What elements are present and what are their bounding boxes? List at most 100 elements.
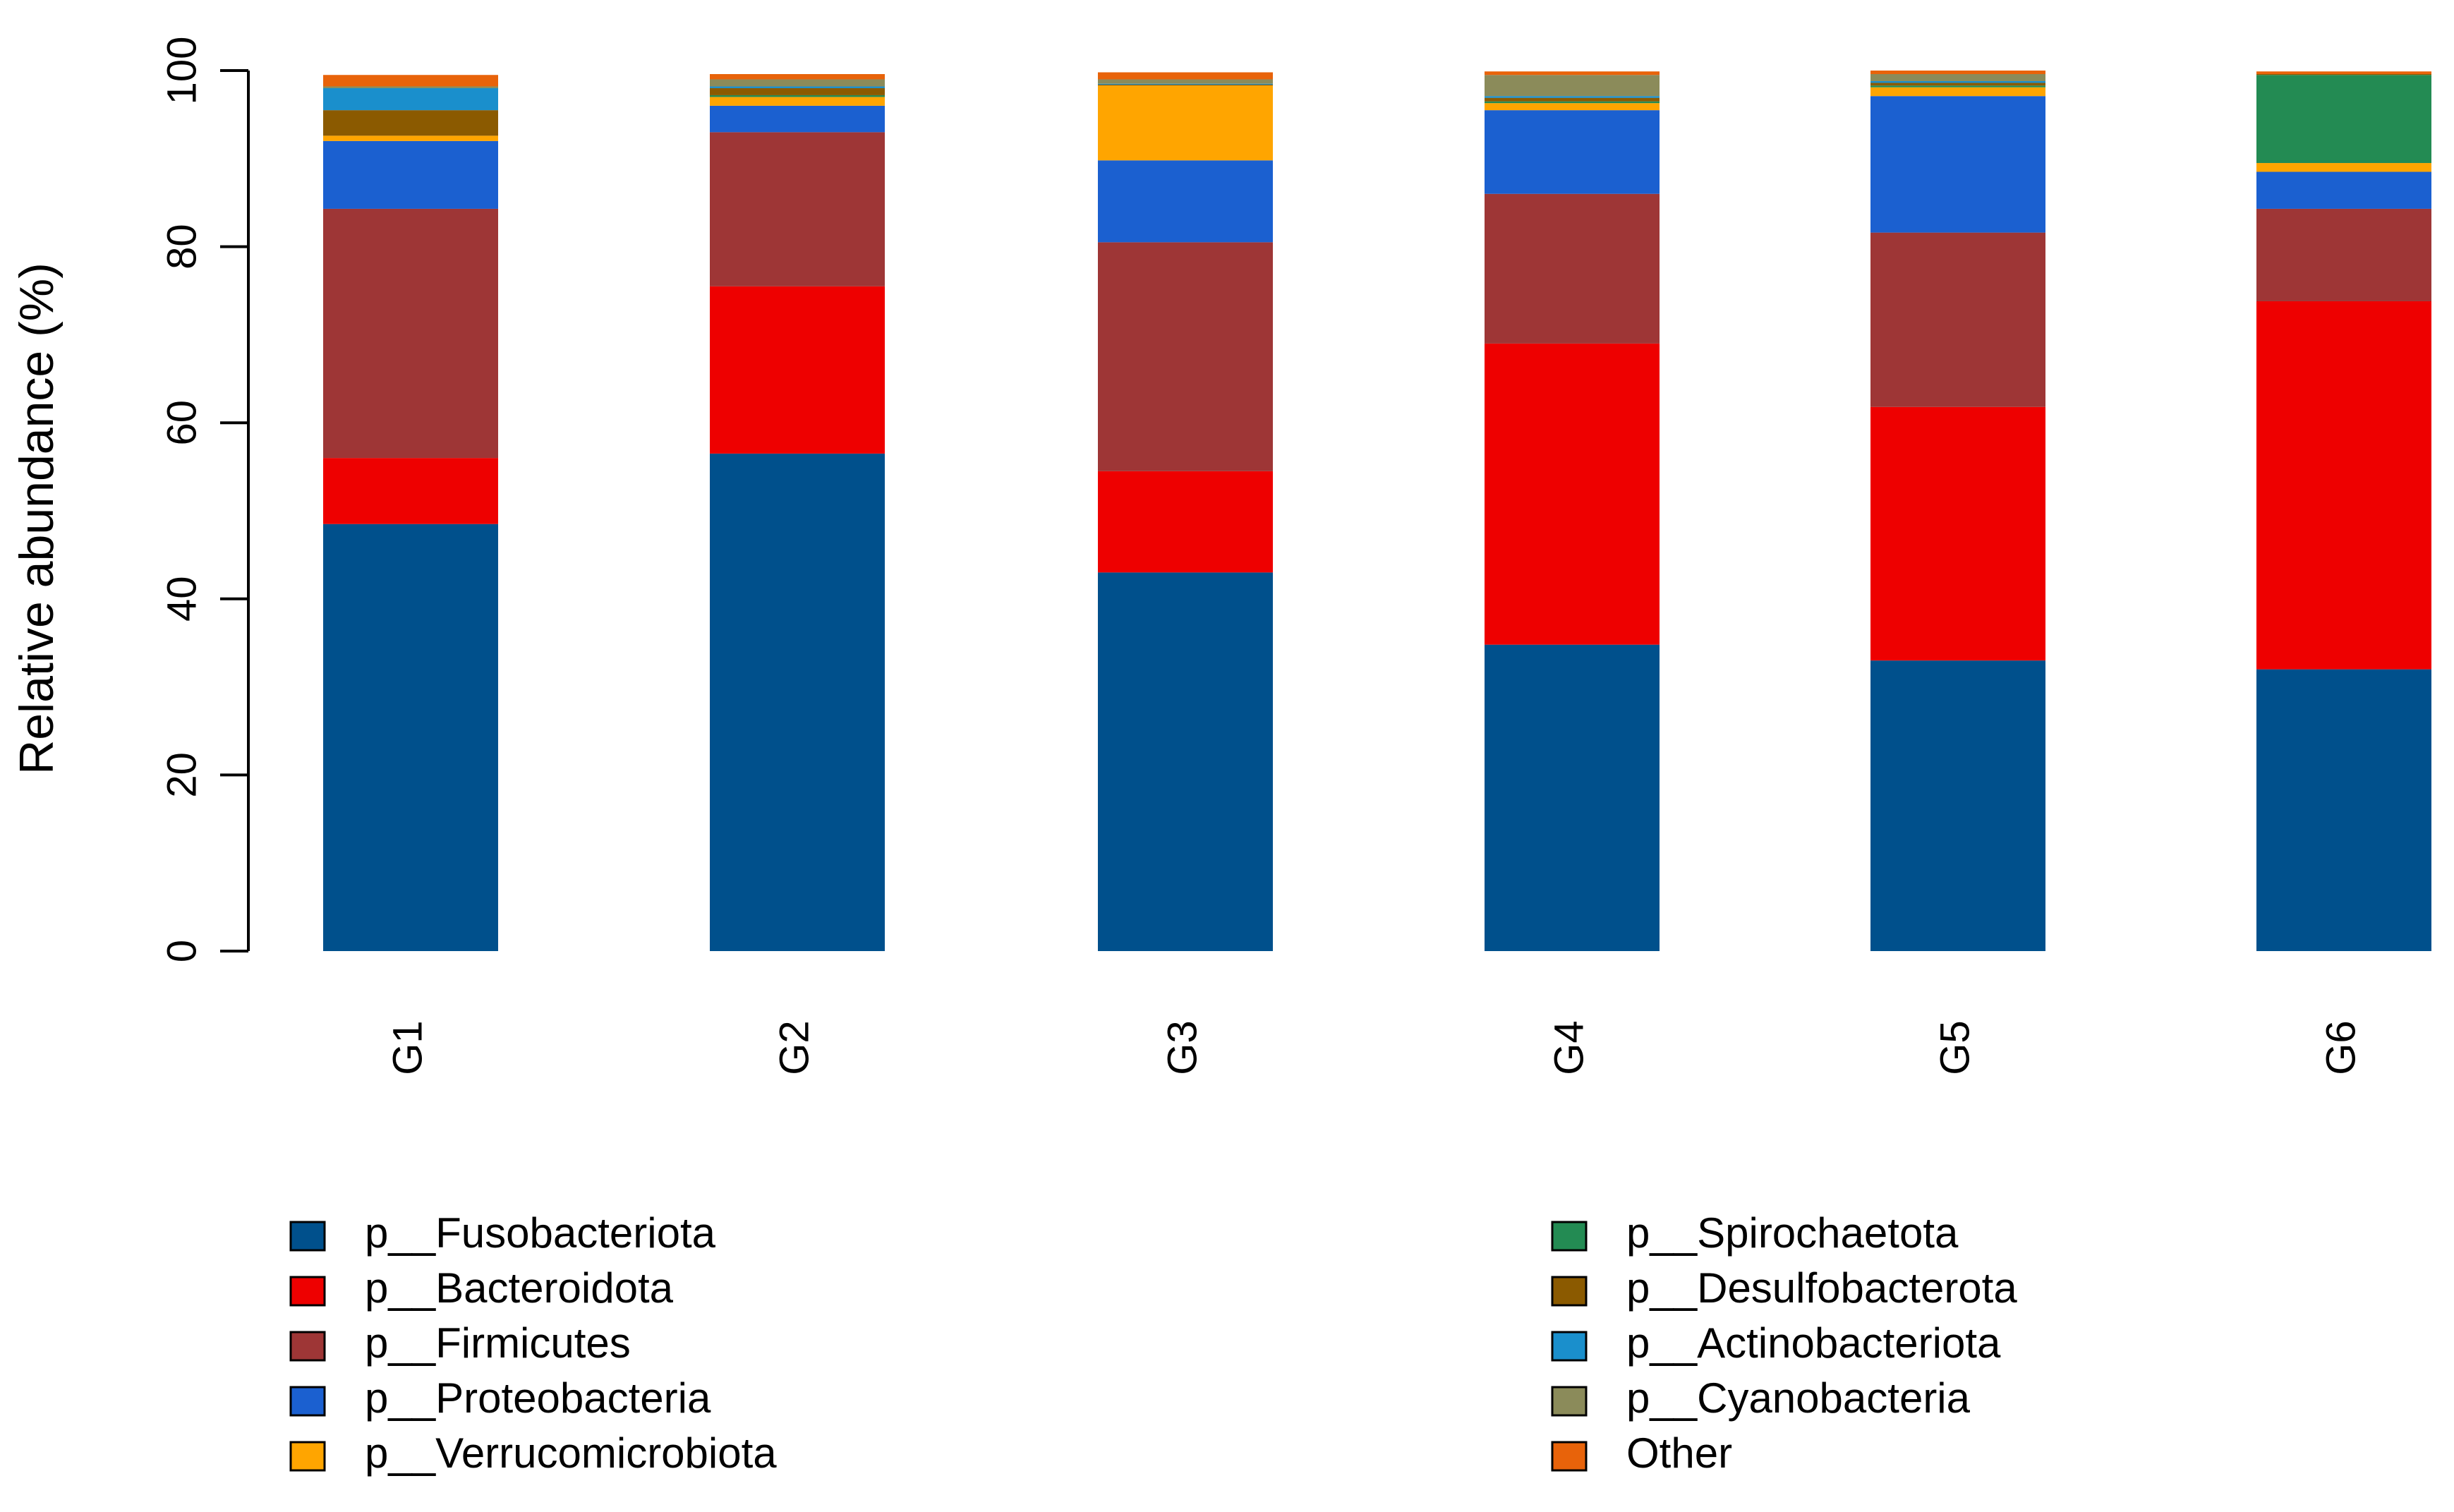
bar-stack-g3 [1098,72,1273,951]
bar-segment-g6-1 [2256,301,2431,670]
bar-stack-g5 [1870,71,2045,951]
bar-stack-g2 [710,73,885,951]
bar-segment-g2-8 [710,79,885,87]
x-tick-label-g5: G5 [1932,1020,1978,1075]
bar-segment-g3-8 [1098,79,1273,84]
bar-segment-g4-2 [1485,193,1660,344]
y-tick-label: 0 [159,940,205,962]
y-axis-label: Relative abundance (%) [10,262,64,775]
legend-label: p__Cyanobacteria [1626,1374,1971,1422]
bar-segment-g1-2 [323,208,498,459]
y-tick-label: 100 [159,37,205,105]
bar-segment-g4-5 [1485,101,1660,104]
legend-label: p__Bacteroidota [365,1264,674,1312]
bar-segment-g1-0 [323,524,498,951]
legend-swatch [1551,1386,1588,1417]
bar-segment-g2-5 [710,95,885,97]
bar-segment-g6-4 [2256,163,2431,172]
legend-swatch [1551,1276,1588,1307]
bar-segment-g5-4 [1870,87,2045,97]
bar-segment-g3-2 [1098,242,1273,471]
legend-label: p__Spirochaetota [1626,1209,1959,1257]
y-tick-label: 20 [159,752,205,798]
legend-item: Other [1551,1429,1732,1477]
bar-segment-g3-9 [1098,72,1273,80]
bar-segment-g5-5 [1870,85,2045,87]
bar-segment-g6-5 [2256,75,2431,164]
legend-item: p__Proteobacteria [289,1374,711,1422]
bar-segment-g4-0 [1485,644,1660,951]
x-tick-label-g1: G1 [385,1020,430,1075]
bar-segment-g1-1 [323,458,498,524]
bar-segment-g2-3 [710,105,885,133]
legend-swatch [289,1441,326,1472]
bar-segment-g1-9 [323,75,498,87]
legend-swatch [289,1276,326,1307]
legend-item: p__Fusobacteriota [289,1209,716,1257]
legend-item: p__Cyanobacteria [1551,1374,1971,1422]
legend-label: p__Verrucomicrobiota [365,1429,777,1477]
bar-segment-g4-7 [1485,96,1660,98]
bar-segment-g6-9 [2256,71,2431,74]
bar-segment-g6-6 [2256,73,2431,75]
legend-swatch [289,1221,326,1252]
legend-swatch [289,1386,326,1417]
legend-item: p__Verrucomicrobiota [289,1429,777,1477]
legend-item: p__Spirochaetota [1551,1209,1959,1257]
legend-item: p__Firmicutes [289,1319,631,1367]
legend-item: p__Actinobacteriota [1551,1319,2001,1367]
bar-segment-g2-2 [710,132,885,286]
bars-layer [323,71,2431,951]
bar-segment-g1-7 [323,87,498,111]
bar-segment-g5-0 [1870,660,2045,951]
legend-label: p__Desulfobacterota [1626,1264,2017,1312]
bar-segment-g4-8 [1485,75,1660,97]
x-tick-label-g3: G3 [1159,1020,1205,1075]
y-tick-label: 60 [159,400,205,446]
bar-segment-g1-8 [323,86,498,88]
bar-segment-g3-1 [1098,471,1273,573]
legend-item: p__Bacteroidota [289,1264,674,1312]
bar-segment-g4-6 [1485,97,1660,102]
bar-stack-g6 [2256,71,2431,951]
bar-segment-g4-4 [1485,103,1660,111]
legend: p__Fusobacteriota p__Bacteroidota p__Firmi… [289,1209,2017,1477]
bar-stack-g1 [323,75,498,951]
legend-label: p__Fusobacteriota [365,1209,716,1257]
bar-segment-g5-8 [1870,73,2045,81]
bar-segment-g4-9 [1485,71,1660,75]
legend-swatch [1551,1221,1588,1252]
bar-segment-g1-6 [323,110,498,136]
bar-segment-g5-3 [1870,96,2045,233]
legend-item: p__Desulfobacterota [1551,1264,2017,1312]
bar-segment-g2-0 [710,453,885,951]
bar-segment-g6-2 [2256,208,2431,301]
bar-segment-g2-9 [710,73,885,80]
legend-label: p__Firmicutes [365,1319,631,1367]
legend-swatch [1551,1441,1588,1472]
bar-segment-g2-1 [710,286,885,454]
bar-segment-g3-3 [1098,160,1273,243]
x-tick-labels: G1 G2 G3 G4 G5 G6 [385,1020,2364,1075]
y-tick-label: 40 [159,576,205,622]
y-tick-label: 80 [159,224,205,270]
bar-segment-g6-3 [2256,171,2431,209]
bar-segment-g2-4 [710,97,885,106]
bar-segment-g3-7 [1098,83,1273,85]
bar-segment-g3-0 [1098,572,1273,951]
bar-segment-g2-6 [710,87,885,95]
y-ticks: 0 20 40 60 80 100 [159,37,248,962]
bar-segment-g5-7 [1870,80,2045,83]
legend-label: p__Proteobacteria [365,1374,711,1422]
bar-segment-g3-4 [1098,85,1273,161]
legend-label: p__Actinobacteriota [1626,1319,2001,1367]
legend-swatch [1551,1331,1588,1362]
x-tick-label-g6: G6 [2318,1020,2364,1075]
bar-segment-g5-2 [1870,232,2045,407]
bar-segment-g6-0 [2256,669,2431,951]
legend-swatch [289,1331,326,1362]
x-tick-label-g4: G4 [1546,1020,1592,1075]
bar-segment-g2-7 [710,86,885,88]
